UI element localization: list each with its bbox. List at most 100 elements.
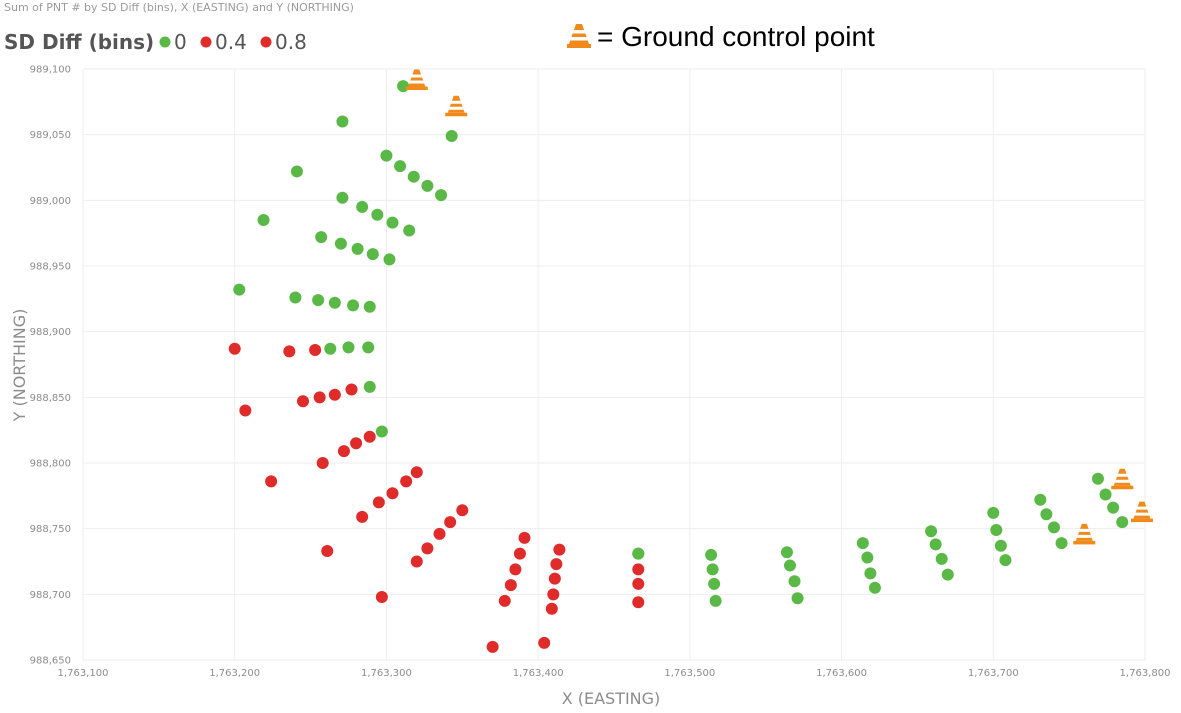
legend-marker-1 — [200, 36, 212, 48]
data-point — [257, 214, 270, 227]
traffic-cone-icon — [567, 24, 591, 48]
y-tick-label: 988,900 — [30, 327, 71, 338]
data-point — [504, 579, 517, 592]
x-tick-label: 1,763,500 — [664, 668, 715, 679]
data-point — [421, 542, 434, 555]
data-point — [456, 504, 469, 517]
data-point — [336, 115, 349, 128]
data-point — [265, 475, 278, 488]
data-point — [486, 640, 499, 653]
data-point — [632, 577, 645, 590]
data-point — [363, 380, 376, 393]
data-point — [350, 437, 363, 450]
data-point — [345, 383, 358, 396]
data-point — [366, 248, 379, 261]
y-tick-label: 988,750 — [30, 524, 71, 535]
data-point — [371, 208, 384, 221]
data-point — [324, 342, 337, 355]
data-point — [356, 510, 369, 523]
x-tick-label: 1,763,700 — [968, 668, 1019, 679]
data-point — [386, 216, 399, 229]
data-point — [1040, 508, 1053, 521]
y-tick-label: 988,650 — [30, 656, 71, 667]
data-point — [362, 341, 375, 354]
y-tick-label: 989,000 — [30, 196, 71, 207]
data-point — [550, 558, 563, 571]
data-point — [363, 430, 376, 443]
data-point — [861, 551, 874, 564]
data-point — [545, 602, 558, 615]
data-point — [375, 590, 388, 603]
x-axis-ticks: 1,763,100 1,763,200 1,763,300 1,763,400 1,76… — [58, 668, 1171, 679]
data-point — [380, 149, 393, 162]
y-tick-label: 989,050 — [30, 130, 71, 141]
x-tick-label: 1,763,800 — [1120, 668, 1171, 679]
data-point — [342, 341, 355, 354]
traffic-cone-icon — [1073, 523, 1096, 545]
data-point — [994, 539, 1007, 552]
legend-marker-2 — [260, 36, 272, 48]
legend-label-1: 0.4 — [215, 30, 247, 54]
data-point — [410, 555, 423, 568]
data-point — [856, 537, 869, 550]
traffic-cone-icon — [445, 95, 468, 117]
x-tick-label: 1,763,600 — [816, 668, 867, 679]
data-point — [375, 425, 388, 438]
data-point — [444, 516, 457, 529]
data-point — [929, 538, 942, 551]
data-point — [1091, 472, 1104, 485]
y-tick-label: 988,850 — [30, 393, 71, 404]
data-point — [312, 294, 325, 307]
data-point — [337, 445, 350, 458]
y-axis-title: Y (NORTHING) — [10, 309, 29, 423]
y-tick-label: 988,950 — [30, 262, 71, 273]
data-point — [788, 575, 801, 588]
data-point — [538, 636, 551, 649]
data-point — [433, 527, 446, 540]
data-point — [386, 487, 399, 500]
data-point — [400, 475, 413, 488]
data-point — [868, 581, 881, 594]
data-point — [864, 567, 877, 580]
y-tick-label: 988,700 — [30, 590, 71, 601]
traffic-cone-icon — [1130, 501, 1153, 523]
ground-control-annotation: = Ground control point — [567, 21, 875, 52]
data-point — [347, 299, 360, 312]
gridlines — [82, 68, 1146, 661]
traffic-cone-icon — [405, 69, 428, 91]
data-point — [553, 543, 566, 556]
data-point — [1116, 516, 1129, 529]
data-point — [316, 457, 329, 469]
data-point — [336, 191, 349, 204]
data-point — [363, 300, 376, 313]
ground-control-points — [405, 69, 1153, 545]
x-tick-label: 1,763,300 — [361, 668, 412, 679]
legend-marker-0 — [159, 36, 171, 48]
data-point — [313, 391, 326, 404]
data-point — [397, 80, 410, 93]
data-point — [999, 554, 1012, 567]
data-point — [356, 200, 369, 213]
data-point — [334, 237, 347, 250]
data-point — [233, 283, 246, 296]
traffic-cone-icon — [1111, 468, 1134, 490]
data-point — [791, 592, 804, 605]
data-point — [321, 544, 334, 557]
data-point — [239, 404, 252, 417]
data-point — [941, 568, 954, 581]
data-point — [632, 563, 645, 576]
data-point — [410, 466, 423, 479]
data-point — [315, 231, 328, 244]
data-point — [513, 547, 526, 560]
data-point — [987, 506, 1000, 519]
data-point — [296, 395, 309, 408]
y-axis-ticks: 988,650 988,700 988,750 988,800 988,850 988,9… — [30, 65, 71, 667]
data-point — [708, 577, 721, 590]
chart-title: Sum of PNT # by SD Diff (bins), X (EASTI… — [4, 1, 354, 14]
data-point — [509, 563, 522, 576]
data-point — [403, 224, 416, 237]
data-points — [228, 80, 1129, 653]
data-point — [1107, 501, 1120, 514]
data-point — [783, 559, 796, 572]
data-point — [547, 588, 560, 601]
